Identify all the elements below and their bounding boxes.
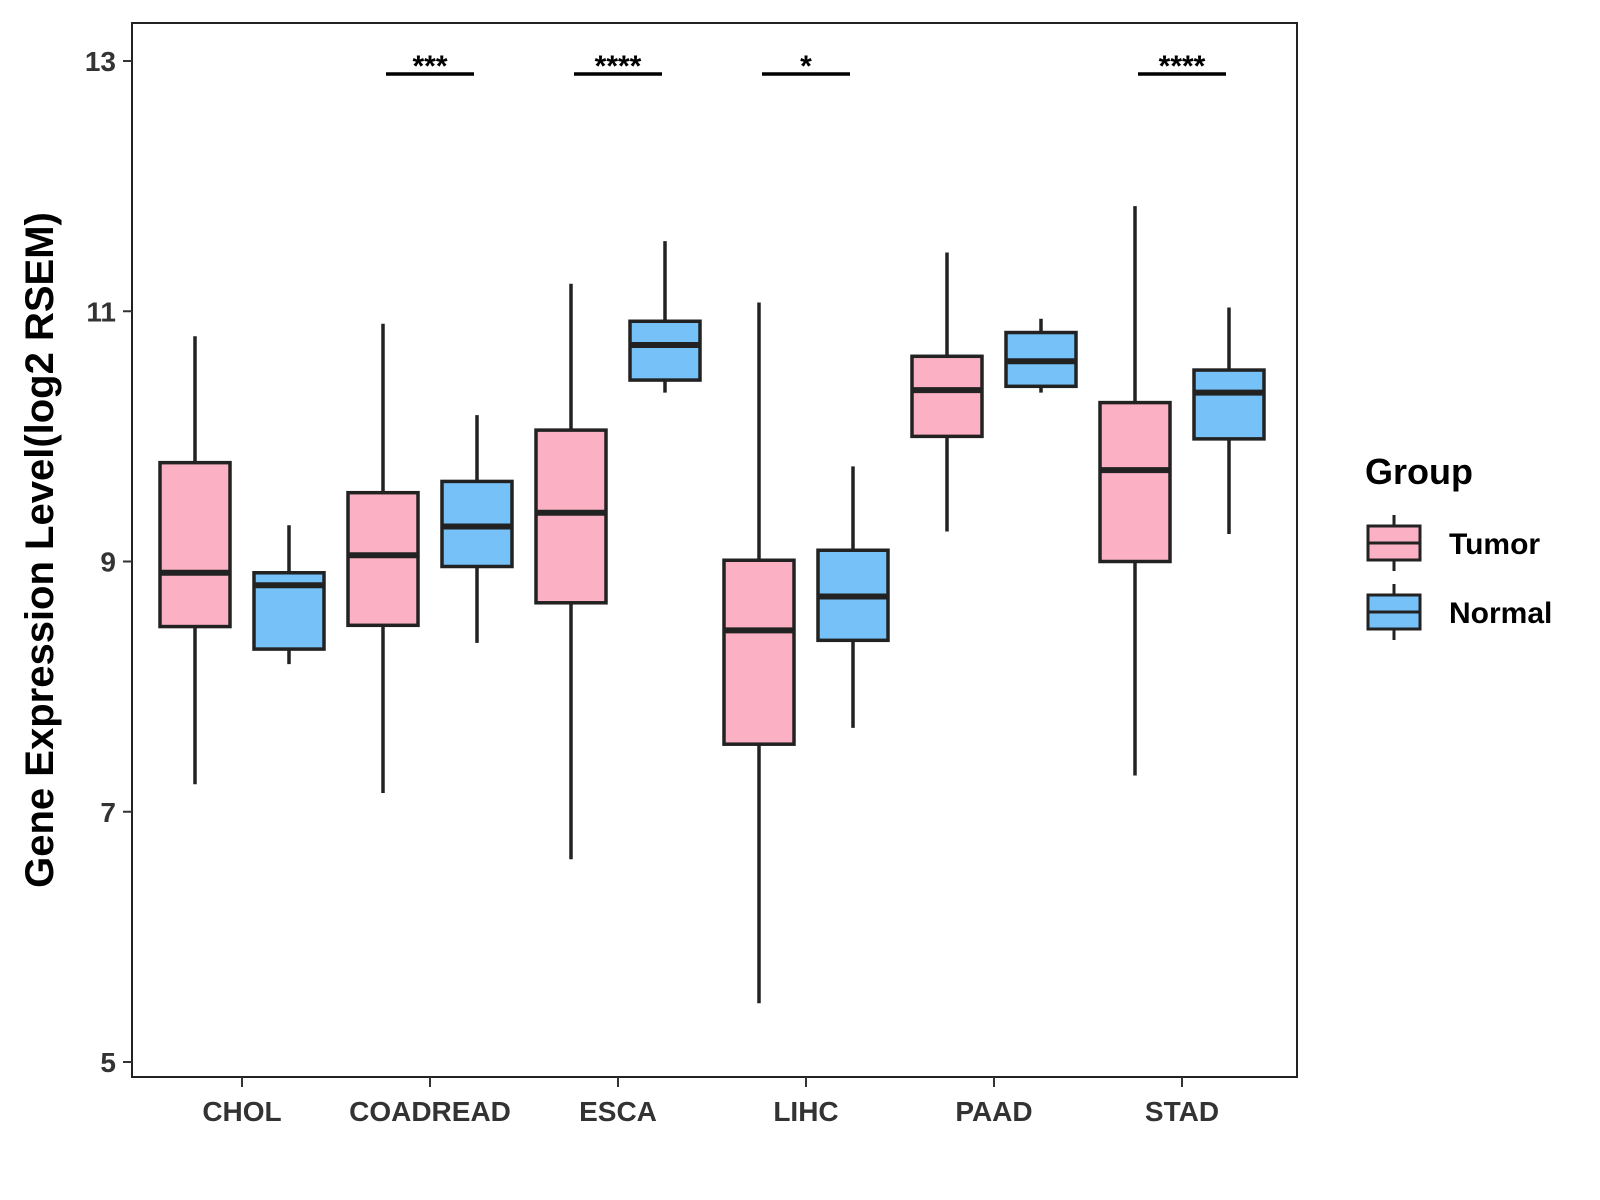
box-series (158, 206, 1266, 1004)
normal-box-esca (628, 241, 702, 393)
legend-label: Tumor (1449, 528, 1540, 561)
legend-key-normal (1366, 584, 1422, 640)
x-tick-label: COADREAD (349, 1096, 511, 1127)
y-tick-label: 13 (85, 46, 116, 77)
legend-title: Group (1365, 451, 1473, 492)
box-iqr (1098, 400, 1172, 564)
y-tick-label: 11 (86, 296, 116, 327)
y-tick-label: 7 (100, 797, 116, 828)
x-tick-label: LIHC (773, 1096, 838, 1127)
tumor-box-chol (158, 336, 232, 785)
legend: Group Tumor Normal (1365, 451, 1552, 640)
tumor-box-paad (910, 252, 984, 532)
normal-box-chol (252, 525, 326, 665)
significance-label: *** (412, 50, 447, 83)
significance-label: **** (1159, 50, 1206, 83)
legend-key-tumor (1366, 515, 1422, 571)
legend-label: Normal (1449, 597, 1552, 630)
normal-box-coadread (440, 415, 514, 643)
x-tick-label: PAAD (955, 1096, 1032, 1127)
significance-annotations: *** **** * **** (386, 50, 1226, 83)
box-iqr (628, 319, 702, 382)
plot-panel-border (131, 22, 1298, 1078)
x-tick-label: CHOL (202, 1096, 281, 1127)
y-tick-label: 5 (100, 1047, 116, 1078)
normal-box-lihc (816, 466, 890, 728)
normal-box-stad (1192, 307, 1266, 534)
box-iqr (346, 490, 420, 628)
y-axis-title: Gene Expression Level(log2 RSEM) (18, 212, 62, 888)
tumor-box-stad (1098, 206, 1172, 776)
normal-box-paad (1004, 318, 1078, 393)
tumor-box-lihc (722, 302, 796, 1004)
box-iqr (722, 558, 796, 746)
tumor-box-esca (534, 283, 608, 860)
box-iqr (158, 460, 232, 629)
significance-label: **** (595, 50, 642, 83)
significance-label: * (800, 50, 812, 83)
box-iqr (910, 354, 984, 439)
tumor-box-coadread (346, 323, 420, 793)
y-axis: 5 7 9 11 13 (85, 46, 132, 1078)
x-axis: CHOL COADREAD ESCA LIHC PAAD STAD (202, 1077, 1219, 1127)
box-iqr (534, 428, 608, 605)
box-iqr (1192, 368, 1266, 441)
x-tick-label: ESCA (579, 1096, 657, 1127)
y-tick-label: 9 (100, 547, 116, 578)
x-tick-label: STAD (1145, 1096, 1219, 1127)
